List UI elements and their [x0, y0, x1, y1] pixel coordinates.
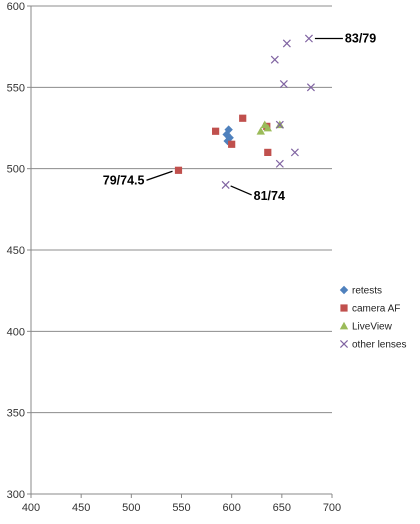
point-other-lenses [290, 148, 299, 157]
y-tick-label: 550 [7, 82, 25, 94]
point-other-lenses [304, 34, 313, 43]
legend: retests camera AF LiveView other lenses [339, 285, 406, 351]
x-tick-label: 400 [22, 502, 40, 514]
y-tick-label: 500 [7, 164, 25, 176]
y-tick-label: 450 [7, 245, 25, 257]
axes [27, 5, 333, 498]
point-other-lenses [282, 39, 291, 48]
point-camera-af [264, 148, 272, 156]
annotation-leader-line [230, 185, 252, 196]
point-camera-af [212, 127, 220, 135]
legend-marker-retests [339, 285, 349, 295]
point-other-lenses [279, 80, 288, 89]
legend-marker-camera-af [340, 304, 348, 312]
x-tick-label: 500 [122, 502, 140, 514]
point-other-lenses [275, 120, 284, 129]
annotations: 83/79 79/74.5 81/74 [103, 32, 376, 203]
annotation-leader-line [146, 170, 173, 181]
y-tick-label: 600 [7, 1, 25, 13]
x-axis-tick-labels: 400 450 500 550 600 650 700 [22, 502, 341, 514]
point-liveview [256, 127, 265, 135]
x-tick-label: 650 [273, 502, 291, 514]
x-tick-label: 700 [323, 502, 341, 514]
annotation-label: 83/79 [345, 32, 376, 46]
gridlines [31, 5, 332, 414]
point-camera-af [228, 140, 236, 148]
point-liveview [263, 123, 272, 132]
point-retests [225, 133, 234, 142]
legend-marker-other-lenses [339, 339, 349, 349]
point-other-lenses [275, 159, 284, 168]
point-camera-af [174, 166, 183, 174]
point-other-lenses [221, 180, 230, 189]
legend-marker-liveview [339, 321, 349, 330]
legend-label-retests: retests [352, 286, 382, 297]
y-tick-label: 400 [7, 326, 25, 338]
y-tick-label: 350 [7, 408, 25, 420]
x-tick-label: 600 [222, 502, 240, 514]
annotation-label: 81/74 [254, 189, 285, 203]
y-axis-tick-labels: 300 350 400 450 500 550 600 [7, 1, 25, 501]
x-tick-label: 550 [172, 502, 190, 514]
x-tick-label: 450 [72, 502, 90, 514]
legend-label-other-lenses: other lenses [352, 340, 406, 351]
point-other-lenses [306, 83, 315, 92]
point-camera-af [239, 114, 247, 122]
point-other-lenses [270, 55, 279, 64]
legend-label-camera-af: camera AF [352, 304, 400, 315]
annotation-label: 79/74.5 [103, 173, 145, 187]
data-markers [174, 34, 315, 189]
legend-label-liveview: LiveView [352, 322, 393, 333]
y-tick-label: 300 [7, 489, 25, 501]
